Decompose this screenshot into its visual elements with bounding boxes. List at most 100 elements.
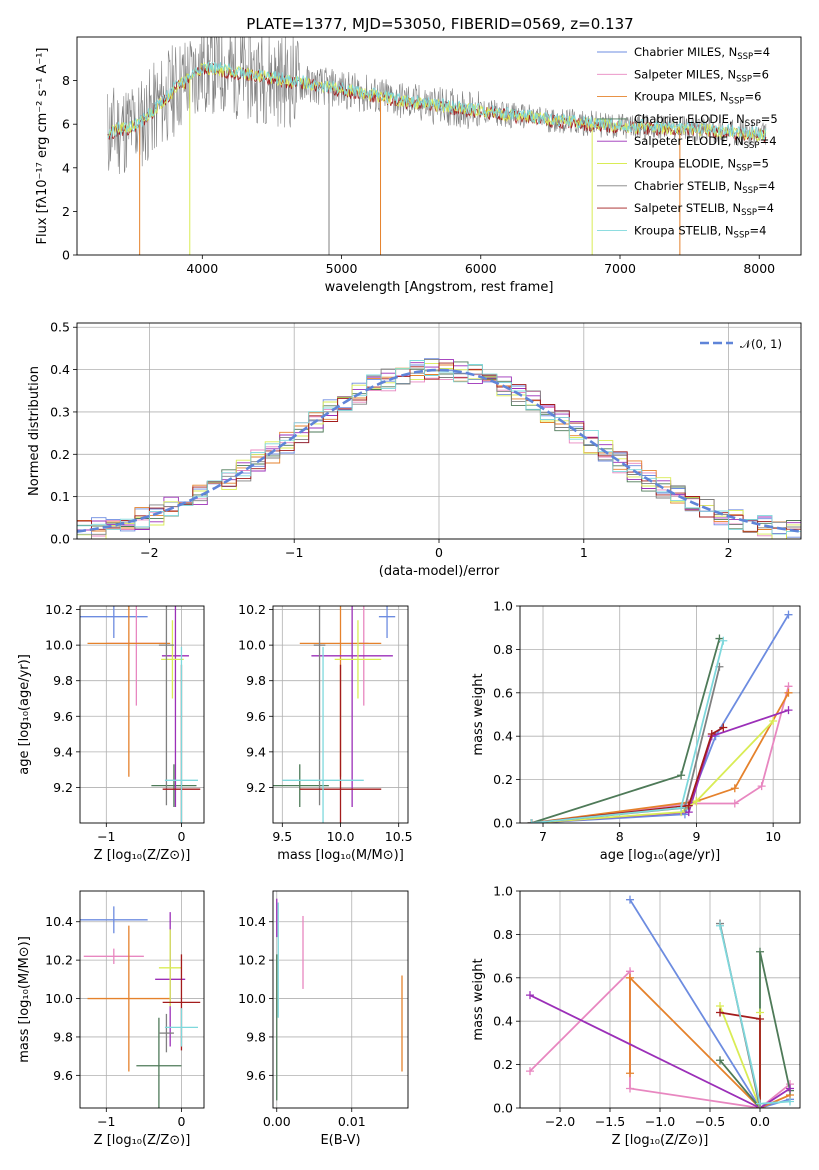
y-tick-label-0: 0.0 [493, 1101, 513, 1116]
legend-entry-sub: SSP [742, 186, 758, 196]
y-tick-label-2: 0.2 [50, 447, 70, 462]
y-tick-label-0: 9.2 [246, 780, 266, 795]
legend-entry-suffix: =6 [752, 67, 769, 81]
marks [527, 610, 793, 823]
x-tick-label-3: 7000 [604, 261, 636, 276]
legend-entry-7: Salpeter STELIB, NSSP=4 [634, 201, 774, 218]
series-marker-4-2 [786, 1084, 794, 1093]
series-marker-2-3 [784, 688, 793, 697]
legend-normal-label: 𝒩(0, 1) [740, 337, 782, 351]
y-tick-label-2: 10.0 [238, 991, 266, 1006]
series-line-1 [531, 686, 790, 823]
y-tick-label-5: 10.2 [45, 602, 73, 617]
series-marker-5-3 [769, 717, 778, 726]
x-tick-label-1: 8 [616, 829, 624, 844]
x-axis-label: mass [log₁₀(M/M⊙)] [277, 848, 404, 863]
y-tick-label-3: 10.2 [45, 953, 73, 968]
legend-entry-5: Kroupa ELODIE, NSSP=5 [634, 157, 769, 174]
series-marker-7-3 [719, 723, 728, 732]
series-marker-4-3 [784, 706, 793, 715]
series-marker-1-2 [730, 799, 739, 808]
series-marker-3-2 [756, 947, 764, 956]
x-tick-label-0: 0.00 [263, 1114, 291, 1129]
x-axis-label: E(B-V) [320, 1133, 360, 1148]
x-tick-label-3: 10 [765, 829, 781, 844]
legend-entry-suffix: =5 [761, 112, 778, 126]
y-tick-label-4: 0.8 [493, 927, 513, 942]
y-tick-label-4: 10.4 [238, 914, 266, 929]
y-tick-label-5: 1.0 [493, 599, 513, 614]
legend-entry-suffix: =5 [752, 157, 769, 171]
x-tick-label-0: 9.5 [272, 829, 292, 844]
x-tick-label-2: 0 [435, 545, 443, 560]
x-tick-label-2: 9 [692, 829, 700, 844]
legend-entry-sub: SSP [736, 164, 752, 174]
x-axis-label: Z [log₁₀(Z/Z⊙)] [94, 848, 191, 863]
histogram-step-8 [77, 360, 801, 539]
age-vs-z-panel: −1 0 9.2 9.4 9.6 9.8 10.0 10.2 Z [log₁₀(Z/Z⊙)] ag… [17, 602, 205, 863]
y-tick-label-3: 0.6 [493, 685, 513, 700]
legend-entry-8: Kroupa STELIB, NSSP=4 [634, 223, 766, 240]
spectrum-model-line-c8 [107, 61, 767, 141]
series-marker-3-1 [677, 771, 686, 780]
y-tick-label-1: 0.2 [493, 1057, 513, 1072]
y-tick-label-1: 0.1 [50, 489, 70, 504]
series-marker-1-2 [626, 1084, 634, 1093]
marks [273, 606, 396, 823]
y-tick-label-4: 0.8 [493, 642, 513, 657]
x-tick-label-3: −0.5 [695, 1114, 725, 1129]
x-tick-label-4: 0.0 [750, 1114, 770, 1129]
y-axis-label: Normed distribution [27, 366, 42, 496]
legend-entry-suffix: =6 [744, 90, 761, 104]
massweight-vs-z-panel: −2.0 −1.5 −1.0 −0.5 0.0 0.0 0.2 0.4 0.6 0.8 1.0 Z [… [471, 884, 801, 1148]
x-tick-label-0: 7 [539, 829, 547, 844]
series-marker-7-0 [716, 1008, 724, 1017]
y-tick-label-3: 9.8 [53, 673, 73, 688]
age-vs-mass-panel: 9.5 10.0 10.5 9.2 9.4 9.6 9.8 10.0 10.2 mass [log… [238, 602, 412, 863]
legend-entry-sub: SSP [729, 97, 745, 107]
spectrum-lines [107, 37, 767, 255]
series-marker-8-2 [719, 636, 728, 645]
series-line-4 [529, 994, 791, 1108]
x-tick-label-1: 5000 [326, 261, 358, 276]
series-marker-1-0 [526, 1067, 534, 1076]
x-tick-label-0: −1 [97, 829, 115, 844]
y-axis-label: Flux [fλ10⁻¹⁷ erg cm⁻² s⁻¹ A⁻¹] [35, 48, 50, 245]
marks [80, 606, 201, 823]
massweight-vs-age-panel: 7 8 9 10 0.0 0.2 0.4 0.6 0.8 1.0 age [log₁₀(age/yr… [471, 599, 801, 863]
legend-entry-4: Salpeter ELODIE, NSSP=4 [634, 134, 777, 151]
series-marker-1-3 [757, 782, 766, 791]
y-tick-label-1: 9.4 [246, 744, 266, 759]
mass-vs-z-panel: −1 0 9.6 9.8 10.0 10.2 10.4 Z [log₁₀(Z/Z⊙)] mass… [17, 890, 205, 1148]
series-line-7 [531, 726, 724, 823]
legend-entry-sub: SSP [737, 52, 753, 62]
x-tick-label-4: 8000 [743, 261, 775, 276]
histograms [77, 358, 801, 539]
legend-entry-sub: SSP [745, 119, 761, 129]
series-marker-7-1 [756, 1015, 764, 1024]
axes-frame [76, 36, 802, 256]
y-tick-label-2: 9.6 [53, 709, 73, 724]
series-line-2 [629, 975, 791, 1108]
y-tick-label-0: 9.6 [246, 1068, 266, 1083]
axes-frame [272, 605, 409, 824]
marks [276, 898, 403, 1101]
x-tick-label-2: 6000 [465, 261, 497, 276]
x-tick-label-1: 0.01 [338, 1114, 366, 1129]
x-tick-label-0: −1 [97, 1114, 115, 1129]
series-marker-8-1 [756, 1099, 764, 1108]
x-tick-label-4: 2 [725, 545, 733, 560]
x-tick-label-1: 0 [177, 829, 185, 844]
legend-entry-sub: SSP [734, 230, 750, 240]
series-marker-8-2 [786, 1097, 794, 1106]
y-tick-label-0: 0 [62, 248, 70, 263]
legend-entry-suffix: =4 [749, 223, 766, 237]
x-tick-label-0: 4000 [186, 261, 218, 276]
axes-frame [79, 890, 205, 1109]
y-tick-label-2: 10.0 [45, 991, 73, 1006]
x-axis-label: wavelength [Angstrom, rest frame] [325, 280, 554, 295]
legend-entry-suffix: =4 [758, 179, 775, 193]
x-tick-label-1: −1.5 [595, 1114, 625, 1129]
figure-title: PLATE=1377, MJD=53050, FIBERID=0569, z=0… [246, 15, 633, 33]
